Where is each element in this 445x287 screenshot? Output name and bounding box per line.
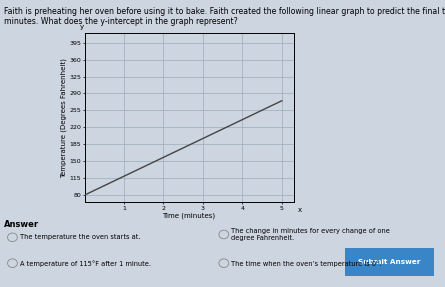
Text: Faith is preheating her oven before using it to bake. Faith created the followin: Faith is preheating her oven before usin… xyxy=(4,7,445,16)
Text: x: x xyxy=(298,208,302,214)
Y-axis label: Temperature (Degrees Fahrenheit): Temperature (Degrees Fahrenheit) xyxy=(61,58,67,178)
Text: The temperature the oven starts at.: The temperature the oven starts at. xyxy=(20,234,141,240)
Text: The change in minutes for every change of one
degree Fahrenheit.: The change in minutes for every change o… xyxy=(231,228,390,241)
Text: minutes. What does the y-intercept in the graph represent?: minutes. What does the y-intercept in th… xyxy=(4,17,238,26)
Text: The time when the oven’s temperature is 0°.: The time when the oven’s temperature is … xyxy=(231,260,382,267)
X-axis label: Time (minutes): Time (minutes) xyxy=(162,213,216,219)
Text: Submit Answer: Submit Answer xyxy=(358,259,421,265)
Text: A temperature of 115°F after 1 minute.: A temperature of 115°F after 1 minute. xyxy=(20,260,151,267)
Text: Answer: Answer xyxy=(4,220,40,228)
Text: y: y xyxy=(79,24,84,30)
